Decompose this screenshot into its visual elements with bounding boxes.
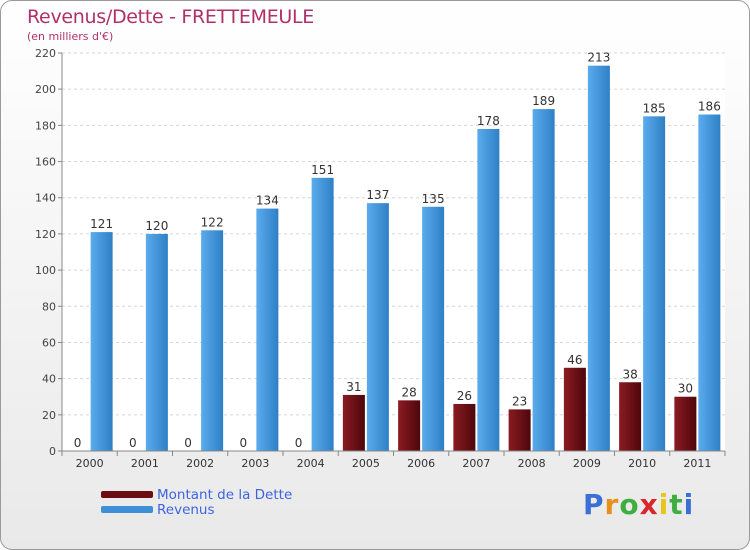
x-tick-label: 2011 bbox=[683, 457, 711, 470]
x-tick-label: 2004 bbox=[297, 457, 325, 470]
chart-subtitle: (en milliers d'€) bbox=[27, 30, 114, 43]
data-label-revenue: 137 bbox=[366, 188, 389, 202]
bar-revenue bbox=[311, 177, 334, 451]
y-tick-label: 40 bbox=[42, 373, 56, 386]
logo-letter: x bbox=[639, 488, 659, 521]
logo-letter: i bbox=[658, 488, 670, 521]
y-tick-label: 180 bbox=[35, 119, 56, 132]
bar-revenue bbox=[201, 230, 224, 451]
data-label-revenue: 122 bbox=[201, 215, 224, 229]
logo-letter: P bbox=[583, 488, 605, 521]
y-tick-label: 220 bbox=[35, 47, 56, 60]
bar-revenue bbox=[587, 65, 610, 451]
data-label-debt: 0 bbox=[295, 436, 303, 450]
data-label-debt: 30 bbox=[678, 382, 693, 396]
bar-debt bbox=[619, 382, 642, 451]
legend-swatch-revenue bbox=[101, 506, 153, 513]
data-label-debt: 0 bbox=[129, 436, 137, 450]
x-tick-label: 2009 bbox=[573, 457, 601, 470]
data-label-debt: 28 bbox=[401, 385, 416, 399]
y-tick-label: 140 bbox=[35, 192, 56, 205]
data-label-debt: 0 bbox=[240, 436, 248, 450]
data-label-debt: 26 bbox=[457, 389, 472, 403]
bar-revenue bbox=[643, 116, 666, 452]
y-tick-label: 200 bbox=[35, 83, 56, 96]
data-label-debt: 31 bbox=[346, 380, 361, 394]
bar-debt bbox=[674, 396, 697, 451]
logo-letter: i bbox=[683, 488, 695, 521]
data-label-revenue: 189 bbox=[532, 94, 555, 108]
logo-letter: o bbox=[619, 488, 640, 521]
y-tick-label: 160 bbox=[35, 156, 56, 169]
logo-letter: r bbox=[604, 488, 620, 521]
data-label-revenue: 135 bbox=[422, 192, 445, 206]
x-tick-label: 2001 bbox=[131, 457, 159, 470]
data-label-debt: 38 bbox=[622, 367, 637, 381]
y-tick-label: 80 bbox=[42, 300, 56, 313]
legend-swatch-debt bbox=[101, 491, 153, 498]
data-label-revenue: 120 bbox=[145, 219, 168, 233]
bar-revenue bbox=[698, 114, 721, 451]
x-tick-label: 2008 bbox=[518, 457, 546, 470]
bar-revenue bbox=[422, 206, 445, 451]
x-tick-label: 2007 bbox=[462, 457, 490, 470]
bar-debt bbox=[398, 400, 421, 451]
bar-debt bbox=[508, 409, 531, 451]
data-label-revenue: 178 bbox=[477, 114, 500, 128]
bar-revenue bbox=[256, 208, 279, 451]
data-label-revenue: 134 bbox=[256, 194, 279, 208]
data-label-revenue: 185 bbox=[643, 101, 666, 115]
x-tick-label: 2006 bbox=[407, 457, 435, 470]
bar-revenue bbox=[477, 128, 500, 451]
data-label-debt: 23 bbox=[512, 394, 527, 408]
bar-debt bbox=[453, 403, 476, 451]
bar-revenue bbox=[366, 203, 389, 451]
y-tick-label: 20 bbox=[42, 409, 56, 422]
y-tick-label: 0 bbox=[49, 445, 56, 458]
x-tick-label: 2002 bbox=[186, 457, 214, 470]
x-tick-label: 2010 bbox=[628, 457, 656, 470]
bar-debt bbox=[563, 367, 586, 451]
y-tick-label: 60 bbox=[42, 336, 56, 349]
data-label-debt: 0 bbox=[74, 436, 82, 450]
legend-label-debt: Montant de la Dette bbox=[157, 487, 293, 503]
proxiti-logo: Proxiti bbox=[583, 488, 694, 521]
legend-label-revenue: Revenus bbox=[157, 502, 215, 518]
data-label-revenue: 121 bbox=[90, 217, 113, 231]
x-tick-label: 2003 bbox=[241, 457, 269, 470]
data-label-revenue: 213 bbox=[587, 51, 610, 65]
x-tick-label: 2000 bbox=[76, 457, 104, 470]
data-label-debt: 46 bbox=[567, 353, 582, 367]
chart-title: Revenus/Dette - FRETTEMEULE bbox=[27, 6, 315, 28]
logo-letter: t bbox=[669, 488, 684, 521]
y-tick-label: 120 bbox=[35, 228, 56, 241]
data-label-revenue: 151 bbox=[311, 163, 334, 177]
bar-revenue bbox=[145, 233, 168, 451]
data-label-revenue: 186 bbox=[698, 100, 721, 114]
y-tick-label: 100 bbox=[35, 264, 56, 277]
bar-revenue bbox=[90, 232, 113, 451]
bar-debt bbox=[342, 394, 365, 451]
plot-area bbox=[62, 53, 725, 451]
data-label-debt: 0 bbox=[184, 436, 192, 450]
x-tick-label: 2005 bbox=[352, 457, 380, 470]
bar-revenue bbox=[532, 109, 555, 451]
